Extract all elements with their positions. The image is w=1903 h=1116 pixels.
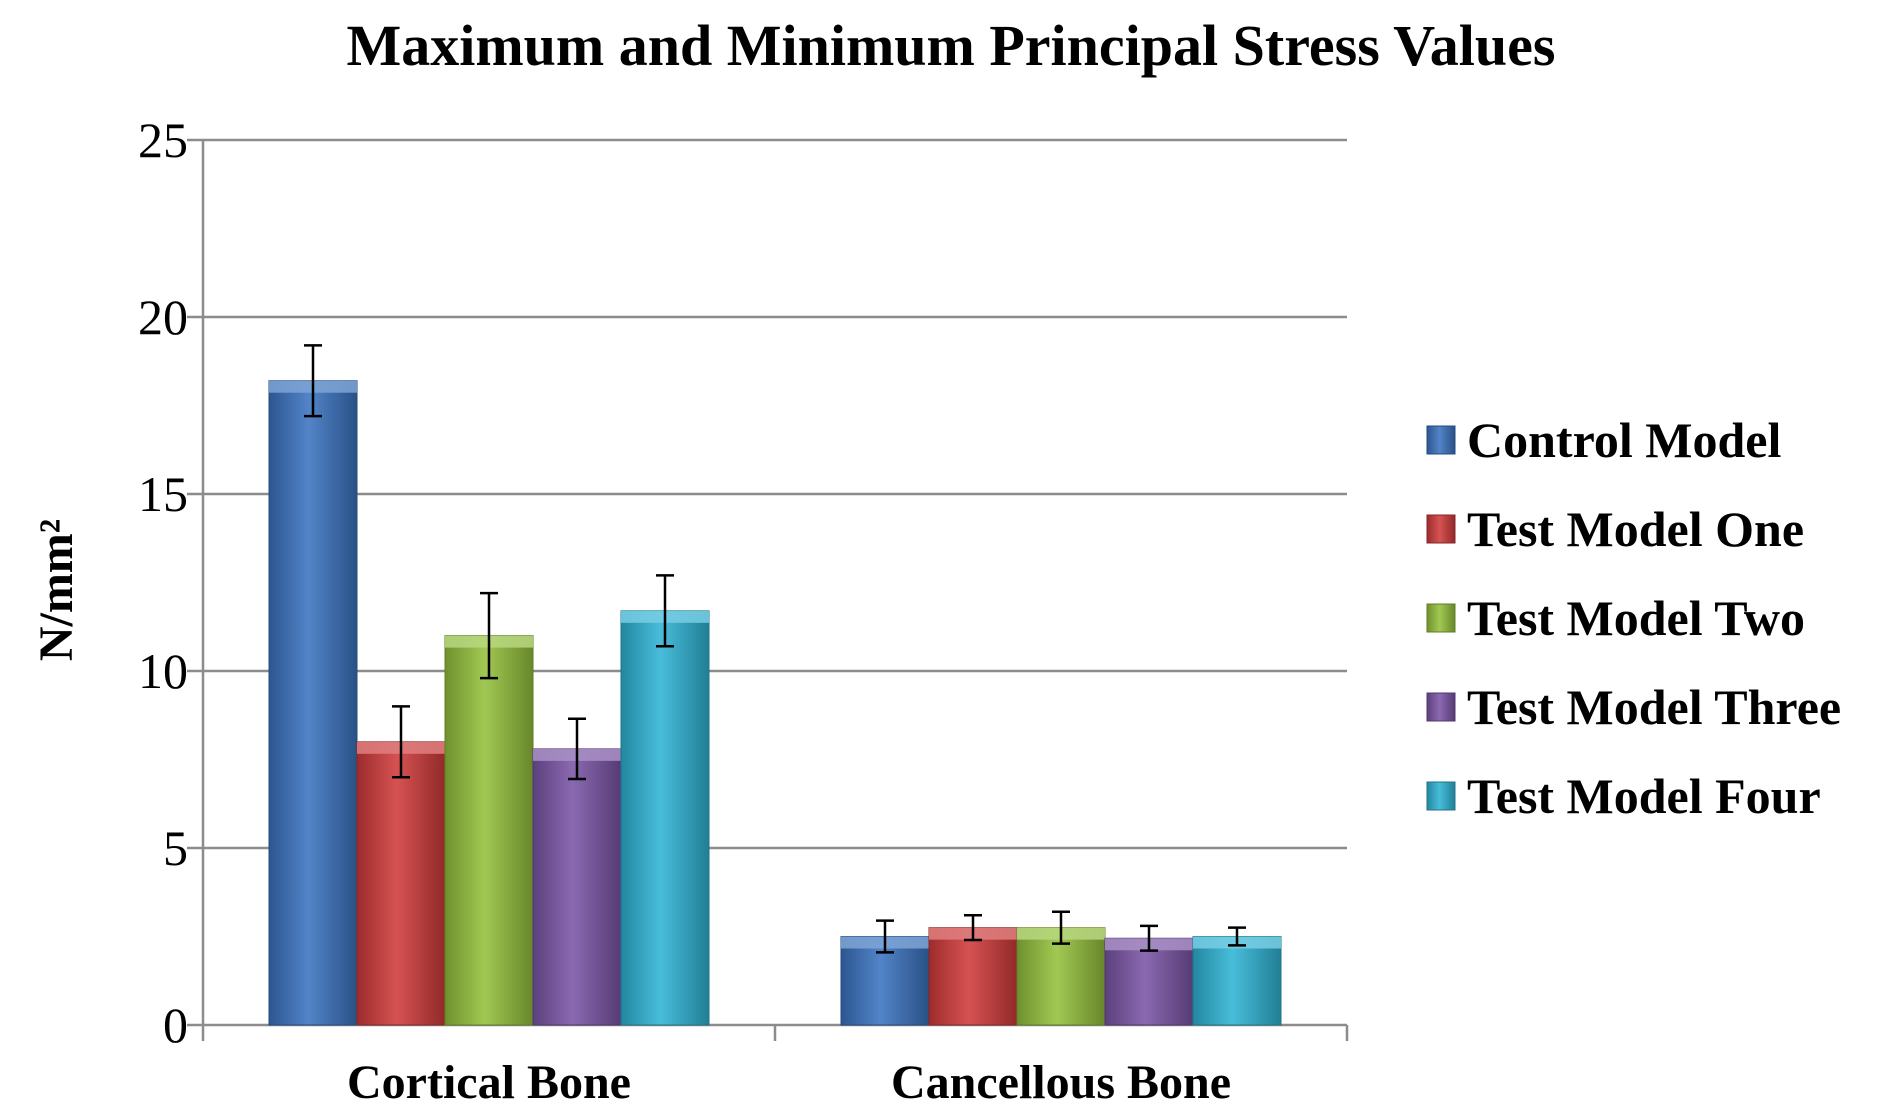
axis-labels: 0 5 10 15 20 25 Cortical Bone Cancellous Bone bbox=[138, 112, 1231, 1109]
y-tick-label: 0 bbox=[163, 997, 188, 1053]
y-tick-label: 5 bbox=[163, 820, 188, 876]
error-bar bbox=[568, 717, 586, 781]
legend-item: Control Model bbox=[1426, 412, 1781, 468]
bar-control-model-0 bbox=[268, 380, 358, 1026]
bars bbox=[268, 380, 1282, 1026]
y-axis-title: N/mm² bbox=[30, 519, 83, 661]
legend-item: Test Model Two bbox=[1426, 590, 1805, 646]
legend: Control Model Test Model One Test Model Tw… bbox=[1426, 412, 1841, 824]
error-bar bbox=[304, 344, 322, 418]
y-tick-label: 10 bbox=[138, 643, 188, 699]
gridlines bbox=[203, 138, 1347, 850]
legend-label: Control Model bbox=[1467, 412, 1781, 468]
legend-swatch bbox=[1426, 514, 1456, 544]
error-bar bbox=[392, 705, 410, 779]
error-bars bbox=[304, 344, 1246, 954]
y-tick-label: 25 bbox=[138, 112, 188, 168]
error-bar bbox=[1140, 924, 1158, 952]
error-bar bbox=[480, 591, 498, 680]
error-bar bbox=[656, 574, 674, 648]
legend-label: Test Model One bbox=[1467, 501, 1804, 557]
bar-test-model-one-0 bbox=[356, 741, 446, 1026]
legend-swatch bbox=[1426, 692, 1456, 722]
legend-swatch bbox=[1426, 425, 1456, 455]
error-bar bbox=[876, 919, 894, 954]
chart-title: Maximum and Minimum Principal Stress Val… bbox=[347, 13, 1556, 78]
bar-test-model-one-1 bbox=[928, 927, 1018, 1026]
bar-test-model-three-1 bbox=[1104, 937, 1194, 1026]
error-bar bbox=[1052, 910, 1070, 945]
legend-label: Test Model Four bbox=[1467, 768, 1821, 824]
x-category-label: Cancellous Bone bbox=[891, 1056, 1231, 1109]
legend-item: Test Model Four bbox=[1426, 768, 1821, 824]
x-category-label: Cortical Bone bbox=[347, 1056, 631, 1109]
error-bar bbox=[964, 914, 982, 942]
legend-item: Test Model One bbox=[1426, 501, 1804, 557]
y-tick-label: 15 bbox=[138, 466, 188, 522]
legend-item: Test Model Three bbox=[1426, 679, 1841, 735]
legend-swatch bbox=[1426, 603, 1456, 633]
legend-swatch bbox=[1426, 781, 1456, 811]
error-bar bbox=[1228, 926, 1246, 947]
y-tick-label: 20 bbox=[138, 289, 188, 345]
bar-test-model-two-0 bbox=[444, 635, 534, 1026]
bar-test-model-four-0 bbox=[620, 610, 710, 1026]
legend-label: Test Model Three bbox=[1467, 679, 1841, 735]
legend-label: Test Model Two bbox=[1467, 590, 1805, 646]
bar-test-model-three-0 bbox=[532, 748, 622, 1026]
bar-test-model-four-1 bbox=[1192, 936, 1282, 1026]
